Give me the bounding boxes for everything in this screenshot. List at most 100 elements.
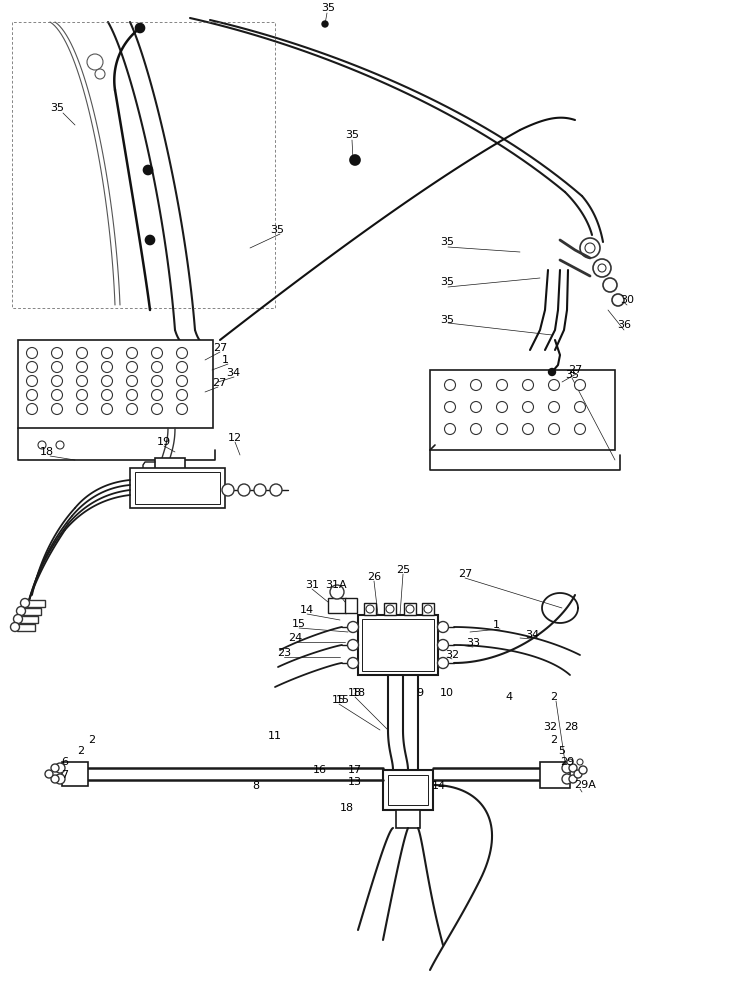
Circle shape xyxy=(574,401,586,412)
Text: 31: 31 xyxy=(305,580,319,590)
Bar xyxy=(62,762,88,786)
Circle shape xyxy=(322,21,328,27)
Circle shape xyxy=(13,614,22,624)
Text: 2: 2 xyxy=(77,746,84,756)
Circle shape xyxy=(444,401,456,412)
Circle shape xyxy=(144,165,153,174)
Text: 34: 34 xyxy=(226,368,240,378)
Circle shape xyxy=(438,621,449,633)
Circle shape xyxy=(126,348,138,359)
Text: 27: 27 xyxy=(458,569,472,579)
Circle shape xyxy=(38,441,46,449)
Circle shape xyxy=(470,424,482,434)
Circle shape xyxy=(177,348,188,359)
Circle shape xyxy=(238,484,250,496)
Text: 1: 1 xyxy=(222,355,229,365)
Circle shape xyxy=(569,775,577,783)
Text: 27: 27 xyxy=(568,365,582,375)
Text: 24: 24 xyxy=(288,633,302,643)
Text: 35: 35 xyxy=(565,370,579,380)
Circle shape xyxy=(52,375,63,386)
Circle shape xyxy=(76,348,88,359)
Circle shape xyxy=(95,69,105,79)
Text: 18: 18 xyxy=(348,688,362,698)
Bar xyxy=(362,619,434,671)
Bar xyxy=(135,472,220,504)
Text: 18: 18 xyxy=(40,447,54,457)
Text: 31A: 31A xyxy=(325,580,346,590)
Circle shape xyxy=(45,770,53,778)
Text: 25: 25 xyxy=(396,565,410,575)
Text: 36: 36 xyxy=(617,320,631,330)
Bar xyxy=(18,340,213,428)
Circle shape xyxy=(438,640,449,650)
Text: 14: 14 xyxy=(300,605,314,615)
Circle shape xyxy=(523,401,533,412)
Bar xyxy=(384,603,396,615)
Text: 19: 19 xyxy=(157,437,171,447)
Circle shape xyxy=(424,605,432,613)
Circle shape xyxy=(222,484,234,496)
Circle shape xyxy=(126,403,138,414)
Text: 35: 35 xyxy=(270,225,284,235)
Circle shape xyxy=(76,389,88,400)
Bar xyxy=(345,598,357,613)
Circle shape xyxy=(52,389,63,400)
Circle shape xyxy=(580,238,600,258)
Circle shape xyxy=(562,763,572,773)
Text: 5: 5 xyxy=(558,746,565,756)
Text: 15: 15 xyxy=(332,695,346,705)
Circle shape xyxy=(348,621,358,633)
Text: 29A: 29A xyxy=(574,780,596,790)
Circle shape xyxy=(497,424,507,434)
Bar xyxy=(328,598,346,613)
Circle shape xyxy=(177,403,188,414)
Circle shape xyxy=(348,658,358,668)
Circle shape xyxy=(579,766,587,774)
Bar xyxy=(430,370,615,450)
Text: 6: 6 xyxy=(61,757,68,767)
Circle shape xyxy=(177,375,188,386)
Text: 33: 33 xyxy=(466,638,480,648)
Text: 2: 2 xyxy=(550,735,557,745)
Text: 10: 10 xyxy=(440,688,454,698)
Circle shape xyxy=(102,389,112,400)
Circle shape xyxy=(102,361,112,372)
Circle shape xyxy=(102,375,112,386)
Circle shape xyxy=(598,264,606,272)
Bar xyxy=(383,770,433,810)
Circle shape xyxy=(574,424,586,434)
Text: 32: 32 xyxy=(543,722,557,732)
Text: 4: 4 xyxy=(505,692,512,702)
Circle shape xyxy=(574,770,582,778)
Circle shape xyxy=(52,348,63,359)
Circle shape xyxy=(612,294,624,306)
Circle shape xyxy=(55,774,65,784)
Circle shape xyxy=(126,375,138,386)
Circle shape xyxy=(177,361,188,372)
Circle shape xyxy=(497,379,507,390)
Text: 18: 18 xyxy=(352,688,366,698)
Circle shape xyxy=(574,379,586,390)
Text: 35: 35 xyxy=(440,315,454,325)
Text: 9: 9 xyxy=(416,688,423,698)
Circle shape xyxy=(87,54,103,70)
Circle shape xyxy=(548,401,560,412)
Circle shape xyxy=(406,605,414,613)
Text: 35: 35 xyxy=(321,3,335,13)
Text: 17: 17 xyxy=(348,765,362,775)
Text: 13: 13 xyxy=(348,777,362,787)
Circle shape xyxy=(152,375,162,386)
Circle shape xyxy=(366,605,374,613)
Text: 23: 23 xyxy=(277,648,291,658)
Circle shape xyxy=(438,658,449,668)
Text: 34: 34 xyxy=(525,630,539,640)
Bar xyxy=(17,624,35,631)
Circle shape xyxy=(76,375,88,386)
Circle shape xyxy=(146,235,155,244)
Text: 11: 11 xyxy=(268,731,282,741)
Bar xyxy=(404,603,416,615)
Circle shape xyxy=(348,640,358,650)
Bar xyxy=(388,775,428,805)
Circle shape xyxy=(26,361,37,372)
